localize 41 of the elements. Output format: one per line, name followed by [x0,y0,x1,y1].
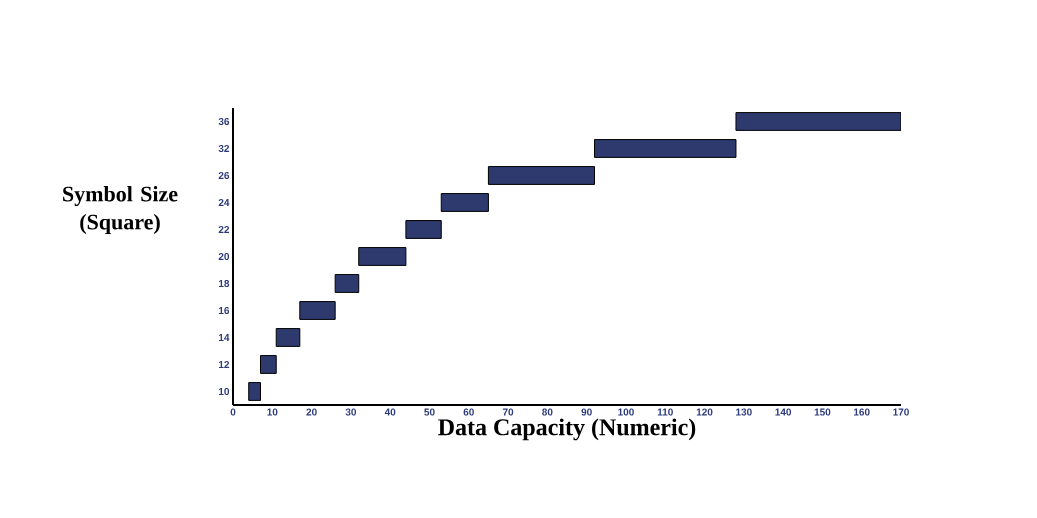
x-tick-label: 110 [657,408,673,416]
bar [334,274,360,293]
y-tick-label: 14 [218,334,230,341]
y-axis-title: Symbol Size (Square) [63,186,178,234]
y-tick-label: 36 [218,117,230,126]
x-tick-label: 100 [618,408,634,416]
bar [275,328,301,347]
x-tick-label: 40 [384,408,396,416]
x-tick-label: 30 [345,408,357,416]
y-tick-label: 20 [218,252,230,261]
x-tick-label: 70 [502,408,514,416]
x-tick-label: 20 [306,408,317,416]
y-tick-label: 16 [218,306,230,315]
x-tick-label: 160 [853,408,870,416]
x-axis-title: Data Capacity (Numeric) [438,418,696,441]
x-tick-label: 170 [893,408,909,416]
y-tick-label: 24 [218,199,230,206]
x-tick-label: 50 [424,408,435,416]
y-tick-label: 12 [218,361,230,368]
y-tick-label: 26 [218,171,230,180]
bar [594,139,737,158]
x-tick-label: 130 [736,408,752,416]
x-tick-label: 90 [581,408,592,416]
bar [440,193,489,212]
x-tick-label: 10 [267,408,278,416]
x-tick-label: 120 [696,408,713,416]
x-tick-label: 0 [230,408,236,416]
x-tick-label: 150 [814,408,831,416]
bar [248,382,262,401]
bar [487,166,596,185]
x-tick-label: 80 [542,408,553,416]
bar [260,355,277,374]
bar [358,247,407,266]
y-tick-label: 10 [218,387,230,396]
x-tick-label: 140 [775,408,792,416]
y-tick-label: 22 [218,226,230,233]
x-tick-label: 60 [463,408,474,416]
y-tick-label: 18 [218,279,230,288]
y-tick-label: 32 [218,144,230,153]
bar [299,301,336,320]
bar [405,220,442,239]
